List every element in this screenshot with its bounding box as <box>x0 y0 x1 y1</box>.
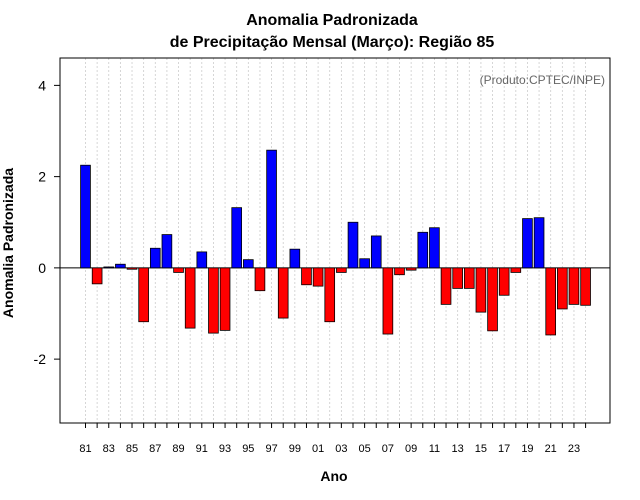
vertical-gridlines <box>85 58 586 423</box>
bar-16 <box>487 267 498 332</box>
bar-93 <box>219 267 231 331</box>
bar-15 <box>475 267 487 313</box>
x-tick-label: 23 <box>568 443 580 455</box>
y-tick-label: -2 <box>34 351 47 367</box>
bar-09 <box>405 267 417 271</box>
chart-subtitle: de Precipitação Mensal (Março): Região 8… <box>170 34 495 51</box>
y-axis: 4 2 0 -2 <box>34 77 60 367</box>
bar-11 <box>429 227 440 269</box>
bar-24 <box>580 267 591 306</box>
x-tick-label: 83 <box>103 443 115 455</box>
x-tick-label: 89 <box>172 443 184 455</box>
bar-04 <box>347 221 359 269</box>
bar-20 <box>533 217 545 269</box>
bar-88 <box>161 234 173 269</box>
y-tick-label: 4 <box>38 77 46 93</box>
bar-85 <box>126 267 138 270</box>
bar-97 <box>266 149 277 269</box>
bar-10 <box>417 231 429 269</box>
x-tick-label: 85 <box>126 443 138 455</box>
plot-frame <box>59 57 611 424</box>
bar-06 <box>370 235 382 269</box>
y-axis-label: Anomalia Padronizada <box>0 168 16 318</box>
bars <box>80 149 591 336</box>
bar-13 <box>452 267 463 289</box>
bar-05 <box>359 258 370 269</box>
x-tick-label: 01 <box>312 443 324 455</box>
bar-90 <box>184 267 196 329</box>
x-axis: 81 83 85 87 89 91 93 95 97 99 01 03 05 07 09 11 13 15 17 19… <box>79 423 587 455</box>
bar-81 <box>80 164 91 269</box>
x-axis-label: Ano <box>320 468 347 484</box>
x-tick-label: 11 <box>429 443 440 455</box>
bar-95 <box>243 259 254 269</box>
bar-08 <box>394 267 405 276</box>
bar-12 <box>440 267 452 305</box>
bar-18 <box>510 267 522 273</box>
x-tick-label: 13 <box>452 443 464 455</box>
bar-23 <box>568 267 580 305</box>
bar-19 <box>522 218 533 269</box>
x-tick-label: 95 <box>242 443 254 455</box>
bar-98 <box>277 267 289 319</box>
bar-00 <box>301 267 312 286</box>
x-tick-label: 07 <box>382 443 394 455</box>
x-tick-label: 19 <box>521 443 533 455</box>
bar-03 <box>336 267 347 273</box>
bar-01 <box>312 267 324 287</box>
bar-91 <box>196 251 208 269</box>
bar-94 <box>231 207 242 269</box>
y-tick-label: 2 <box>38 169 46 185</box>
x-tick-label: 93 <box>219 443 231 455</box>
bar-02 <box>324 267 336 323</box>
x-tick-label: 91 <box>196 443 208 455</box>
bar-96 <box>254 267 266 292</box>
bar-89 <box>173 267 184 273</box>
x-tick-label: 09 <box>405 443 417 455</box>
x-tick-label: 99 <box>289 443 301 455</box>
bar-22 <box>557 267 568 310</box>
bar-21 <box>545 267 556 336</box>
x-tick-label: 05 <box>358 443 370 455</box>
x-tick-label: 21 <box>545 443 557 455</box>
bar-17 <box>498 267 510 296</box>
y-tick-label: 0 <box>38 260 46 276</box>
bar-99 <box>289 248 301 269</box>
bar-83 <box>103 266 115 269</box>
bar-87 <box>149 247 161 269</box>
x-tick-label: 15 <box>475 443 487 455</box>
x-tick-label: 81 <box>79 443 91 455</box>
credit-label: (Produto:CPTEC/INPE) <box>480 73 605 87</box>
chart-title: Anomalia Padronizada <box>246 12 418 29</box>
bar-84 <box>115 263 126 269</box>
x-tick-label: 87 <box>149 443 161 455</box>
x-tick-label: 17 <box>498 443 510 455</box>
bar-86 <box>138 267 149 323</box>
bar-82 <box>91 267 103 285</box>
bar-14 <box>463 267 475 289</box>
bar-07 <box>382 267 394 335</box>
bar-92 <box>208 267 219 334</box>
x-tick-label: 03 <box>335 443 347 455</box>
x-tick-label: 97 <box>265 443 277 455</box>
